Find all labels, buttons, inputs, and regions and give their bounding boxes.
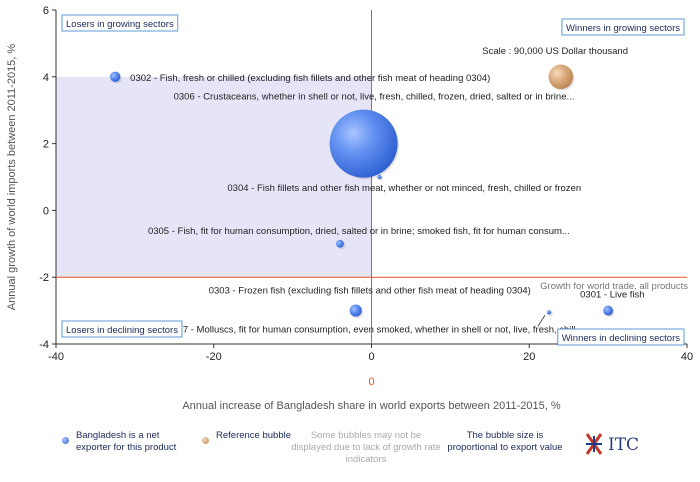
quadrant-box — [561, 18, 685, 36]
bubble-label: 0305 - Fish, fit for human consumption, … — [148, 226, 570, 237]
bubble-labels-layer: 0302 - Fish, fresh or chilled (excluding… — [130, 73, 644, 335]
y-tick-label: 0 — [43, 205, 49, 217]
bubble-label: 0304 - Fish fillets and other fish meat,… — [227, 183, 581, 194]
itc-logo-icon — [585, 433, 603, 455]
x-axis-title: Annual increase of Bangladesh share in w… — [182, 400, 561, 412]
product-bubble[interactable] — [336, 239, 344, 248]
quadrant-box — [557, 328, 685, 346]
product-bubble[interactable] — [546, 310, 552, 315]
bubbles-layer — [109, 64, 615, 319]
leader-line — [537, 315, 546, 327]
product-bubble[interactable] — [329, 109, 398, 178]
bubble-label: 0303 - Frozen fish (excluding fish fille… — [209, 286, 531, 297]
y-tick-label: -4 — [39, 339, 49, 351]
product-bubble[interactable] — [109, 71, 121, 82]
bubble-label: 0306 - Crustaceans, whether in shell or … — [174, 92, 575, 103]
legend-size-note: The bubble size is proportional to expor… — [447, 430, 563, 453]
y-axis-title: Annual growth of world imports between 2… — [6, 44, 18, 311]
quadrant-label-top-left: Losers in growing sectors — [61, 14, 179, 32]
legend-note: Some bubbles may not be displayed due to… — [291, 430, 441, 465]
scale-label: Scale : 90,000 US Dollar thousand — [482, 46, 628, 57]
y-tick-label: -2 — [39, 272, 49, 284]
reference-bubble[interactable] — [548, 64, 574, 90]
itc-logo-text: ITC — [608, 435, 640, 455]
x-tick-label: -40 — [48, 351, 64, 363]
product-bubble[interactable] — [603, 305, 614, 316]
quadrant-text: Losers in declining sectors — [66, 325, 178, 336]
world-growth-label: Growth for world trade, all products — [540, 281, 688, 292]
bubble-label: 0301 - Live fish — [580, 290, 644, 301]
quadrant-label-top-right: Winners in growing sectors — [561, 18, 685, 36]
quadrant-box — [61, 320, 183, 338]
x-tick-label: 20 — [523, 351, 535, 363]
quadrant-text: Losers in growing sectors — [66, 19, 174, 30]
y-tick-label: 2 — [43, 139, 49, 151]
bubble-label: 0307 - Molluscs, fit for human consumpti… — [167, 324, 584, 335]
x-tick-label: 40 — [681, 351, 693, 363]
legend-reference-text: Reference bubble — [216, 430, 291, 441]
product-bubble[interactable] — [377, 174, 382, 180]
bubble-label: 0302 - Fish, fresh or chilled (excluding… — [130, 73, 490, 84]
legend-exporter-text: Bangladesh is a net exporter for this pr… — [76, 430, 177, 453]
quadrant-text: Winners in declining sectors — [562, 333, 681, 344]
legend-exporter-dot — [62, 437, 69, 444]
quadrant-text: Winners in growing sectors — [566, 23, 680, 34]
product-bubble[interactable] — [349, 304, 362, 317]
quadrant-labels: Losers in growing sectors Winners in grow… — [61, 14, 685, 346]
quadrant-label-bottom-left: Losers in declining sectors — [61, 320, 183, 338]
x-tick-label: -20 — [206, 351, 222, 363]
legend-reference-dot — [202, 437, 209, 444]
y-tick-label: 6 — [43, 5, 49, 17]
x-zero-label: 0 — [368, 376, 374, 388]
y-tick-label: 4 — [43, 72, 49, 84]
quadrant-label-bottom-right: Winners in declining sectors — [557, 328, 685, 346]
quadrant-box — [61, 14, 179, 32]
shaded-quadrant — [56, 76, 372, 278]
x-tick-label: 0 — [368, 351, 374, 363]
